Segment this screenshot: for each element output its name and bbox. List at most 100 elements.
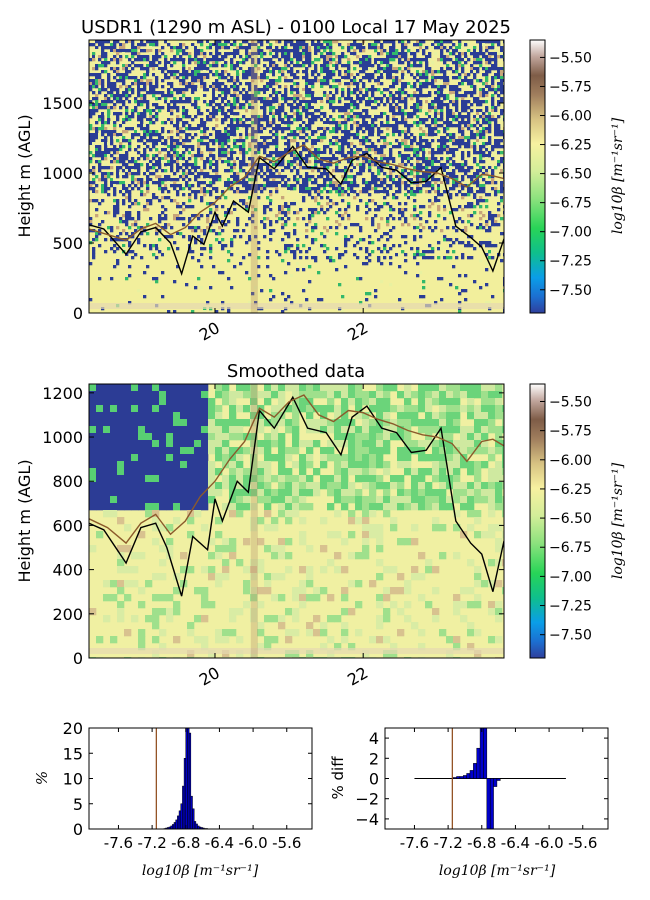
heatmap-cell [278, 67, 282, 71]
heatmap-cell [293, 73, 297, 77]
heatmap-cell [113, 124, 117, 128]
heatmap-cell [269, 175, 273, 179]
heatmap-cell [200, 64, 204, 68]
heatmap-cell [158, 142, 162, 146]
heatmap-cell [359, 58, 363, 62]
heatmap-cell [470, 214, 474, 218]
heatmap-cell [152, 64, 156, 68]
heatmap-cell [389, 49, 393, 53]
heatmap-cell [338, 121, 342, 125]
heatmap-cell [161, 91, 165, 95]
heatmap-cell [296, 76, 300, 80]
heatmap-cell [230, 67, 234, 71]
heatmap-cell [260, 190, 264, 194]
heatmap-cell [236, 94, 240, 98]
heatmap-cell [320, 190, 324, 194]
heatmap-cell [182, 49, 186, 53]
heatmap-cell [437, 184, 441, 188]
heatmap-cell [473, 196, 477, 200]
heatmap-cell [452, 52, 456, 56]
heatmap-cell [194, 55, 198, 59]
heatmap-cell [269, 289, 273, 293]
heatmap-cell [110, 49, 114, 53]
heatmap-cell [401, 208, 405, 212]
heatmap-cell [179, 136, 183, 140]
heatmap-cell [410, 247, 414, 251]
heatmap-cell [473, 160, 477, 164]
heatmap-cell [422, 172, 426, 176]
heatmap-cell [218, 130, 222, 134]
heatmap-cell [479, 148, 483, 152]
heatmap-cell [473, 76, 477, 80]
heatmap-cell [269, 49, 273, 53]
heatmap-cell [257, 88, 261, 92]
heatmap-cell [458, 55, 462, 59]
heatmap-cell [221, 100, 225, 104]
heatmap-cell [236, 127, 240, 131]
heatmap-cell [215, 40, 219, 44]
heatmap-cell [425, 244, 429, 248]
heatmap-cell [425, 256, 429, 260]
heatmap-cell [104, 130, 108, 134]
heatmap-cell [197, 70, 201, 74]
heatmap-cell [143, 187, 147, 191]
heatmap-cell [149, 178, 153, 182]
heatmap-cell [311, 106, 315, 110]
heatmap-cell [215, 160, 219, 164]
heatmap-cell [461, 169, 465, 173]
heatmap-cell [128, 193, 132, 197]
heatmap-cell [437, 100, 441, 104]
heatmap-cell [146, 130, 150, 134]
heatmap-cell [248, 118, 252, 122]
heatmap-cell [179, 205, 183, 209]
heatmap-cell [188, 184, 192, 188]
heatmap-cell [386, 220, 390, 224]
heatmap-cell [293, 106, 297, 110]
heatmap-cell [155, 82, 159, 86]
heatmap-cell [341, 121, 345, 125]
heatmap-cell [458, 301, 462, 305]
heatmap-cell [332, 52, 336, 56]
heatmap-cell [179, 184, 183, 188]
heatmap-cell [248, 52, 252, 56]
heatmap-cell [299, 121, 303, 125]
heatmap-cell [188, 157, 192, 161]
heatmap-cell [362, 160, 366, 164]
heatmap-cell [404, 241, 408, 245]
heatmap-cell [368, 259, 372, 263]
heatmap-cell [371, 127, 375, 131]
heatmap-cell [365, 181, 369, 185]
heatmap-cell [476, 118, 480, 122]
heatmap-cell [167, 175, 171, 179]
heatmap-cell [389, 103, 393, 107]
heatmap-cell [479, 85, 483, 89]
heatmap-cell [464, 82, 468, 86]
heatmap-cell [323, 148, 327, 152]
heatmap-cell [248, 238, 252, 242]
heatmap-cell [434, 169, 438, 173]
heatmap-cell [221, 61, 225, 65]
heatmap-cell [398, 190, 402, 194]
heatmap-cell [437, 214, 441, 218]
heatmap-cell [203, 97, 207, 101]
heatmap-cell [266, 85, 270, 89]
heatmap-cell [245, 49, 249, 53]
heatmap-cell [353, 151, 357, 155]
heatmap-cell [107, 118, 111, 122]
heatmap-cell [458, 166, 462, 170]
heatmap-cell [353, 223, 357, 227]
heatmap-cell [392, 109, 396, 113]
heatmap-cell [299, 166, 303, 170]
heatmap-cell [350, 169, 354, 173]
heatmap-cell [416, 175, 420, 179]
heatmap-cell [461, 64, 465, 68]
heatmap-cell [461, 232, 465, 236]
heatmap-cell [338, 61, 342, 65]
heatmap-cell [332, 157, 336, 161]
heatmap-cell [470, 223, 474, 227]
heatmap-cell [299, 46, 303, 50]
heatmap-cell [170, 58, 174, 62]
heatmap-cell [467, 121, 471, 125]
heatmap-cell [293, 229, 297, 233]
heatmap-cell [194, 286, 198, 290]
